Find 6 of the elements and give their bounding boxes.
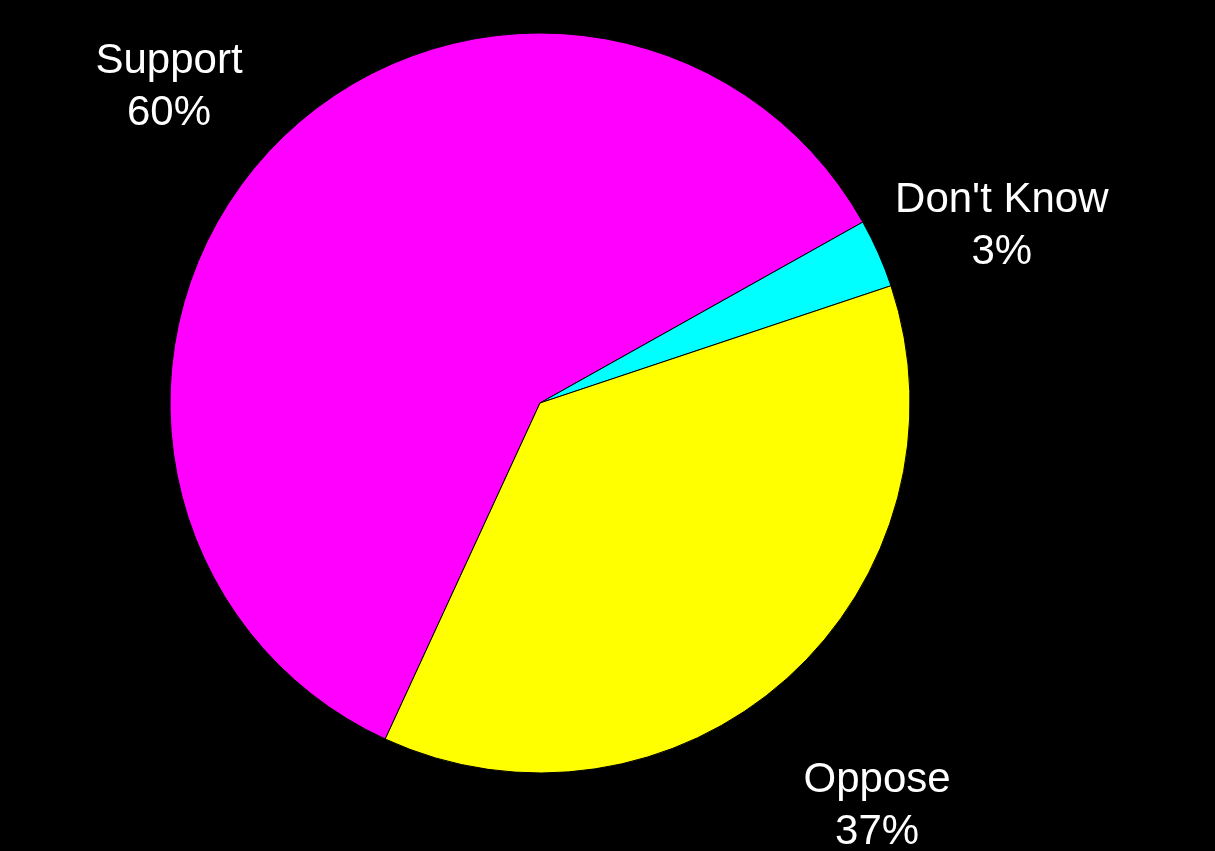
slice-label: Support — [95, 35, 243, 83]
data-label: 60% — [127, 87, 212, 135]
slice-label: Oppose — [803, 754, 951, 802]
data-label: 37% — [835, 806, 920, 851]
data-label: 3% — [971, 225, 1033, 273]
slice-label: Don't Know — [895, 173, 1110, 221]
